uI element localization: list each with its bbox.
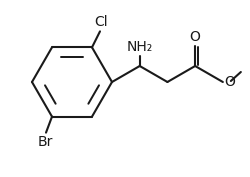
Text: Br: Br (37, 135, 53, 149)
Text: O: O (224, 75, 235, 89)
Text: Cl: Cl (94, 15, 108, 29)
Text: NH₂: NH₂ (126, 40, 153, 54)
Text: O: O (190, 30, 200, 44)
